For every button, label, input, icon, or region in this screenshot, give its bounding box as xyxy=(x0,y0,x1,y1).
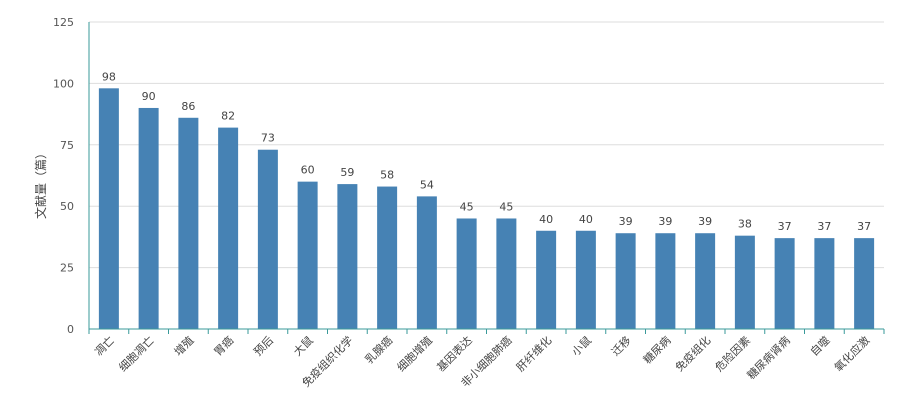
x-tick-label: 预后 xyxy=(251,334,276,359)
data-label: 45 xyxy=(460,200,474,213)
data-label: 86 xyxy=(181,100,195,113)
y-axis-title: 文献量（篇） xyxy=(33,147,48,219)
x-tick-label: 增殖 xyxy=(171,333,196,358)
data-labels: 98 90 86 82 73 60 59 58 54 45 45 40 40 39 39 39 38 37 37 37 xyxy=(102,70,871,233)
y-tick-label: 0 xyxy=(67,323,74,336)
bar xyxy=(337,184,358,329)
y-tick-label: 25 xyxy=(60,262,74,275)
bar xyxy=(178,117,199,329)
data-label: 37 xyxy=(778,220,792,233)
x-tick-label: 氧化应激 xyxy=(831,333,872,374)
data-label: 39 xyxy=(698,215,712,228)
x-tick-label: 凋亡 xyxy=(92,333,117,358)
bar xyxy=(615,233,636,329)
x-tick-label: 糖尿病肾病 xyxy=(744,333,793,382)
data-label: 90 xyxy=(142,90,156,103)
data-label: 37 xyxy=(857,220,871,233)
x-tick-label: 乳腺癌 xyxy=(362,333,395,366)
x-tick-label: 免疫组化 xyxy=(672,333,713,374)
bar xyxy=(297,181,318,329)
bar xyxy=(456,218,477,329)
axes xyxy=(88,22,885,334)
bar xyxy=(377,186,398,329)
bar xyxy=(496,218,517,329)
data-label: 40 xyxy=(539,213,553,226)
x-tick-label: 糖尿病 xyxy=(640,333,673,366)
data-label: 73 xyxy=(261,132,275,145)
data-label: 45 xyxy=(499,200,513,213)
bar xyxy=(655,233,676,329)
x-tick-label: 迁移 xyxy=(609,334,634,359)
bar xyxy=(536,230,557,329)
bars xyxy=(98,88,875,330)
y-tick-label: 75 xyxy=(60,139,74,152)
data-label: 40 xyxy=(579,213,593,226)
x-tick-label: 细胞增殖 xyxy=(394,333,435,374)
bar xyxy=(257,149,278,329)
data-label: 54 xyxy=(420,178,434,191)
data-label: 82 xyxy=(221,110,235,123)
bar xyxy=(575,230,596,329)
data-label: 60 xyxy=(301,164,315,177)
bar xyxy=(98,88,119,329)
y-tick-label: 50 xyxy=(60,200,74,213)
data-label: 58 xyxy=(380,169,394,182)
data-label: 39 xyxy=(619,215,633,228)
bar xyxy=(695,233,716,329)
x-tick-label: 小鼠 xyxy=(569,333,594,358)
data-label: 37 xyxy=(817,220,831,233)
x-tick-label: 大鼠 xyxy=(290,333,315,358)
data-label: 38 xyxy=(738,218,752,231)
x-tick-label: 胃癌 xyxy=(211,333,236,358)
y-axis-ticks: 0 25 50 75 100 125 xyxy=(53,16,74,336)
x-tick-label: 细胞凋亡 xyxy=(116,333,157,374)
y-tick-label: 125 xyxy=(53,16,74,29)
bar xyxy=(854,238,875,329)
bar xyxy=(734,235,755,329)
grid-lines xyxy=(89,21,884,269)
x-tick-label: 危险因素 xyxy=(712,333,753,374)
data-label: 59 xyxy=(340,166,354,179)
data-label: 98 xyxy=(102,70,116,83)
bar xyxy=(774,238,795,329)
data-label: 39 xyxy=(658,215,672,228)
y-tick-label: 100 xyxy=(53,77,74,90)
bar xyxy=(814,238,835,329)
x-tick-label: 基因表达 xyxy=(434,333,475,374)
x-tick-label: 肝纤维化 xyxy=(513,333,554,374)
bar xyxy=(138,107,159,330)
bar xyxy=(416,196,437,329)
x-tick-label: 自噬 xyxy=(807,333,832,358)
bar xyxy=(218,127,239,329)
